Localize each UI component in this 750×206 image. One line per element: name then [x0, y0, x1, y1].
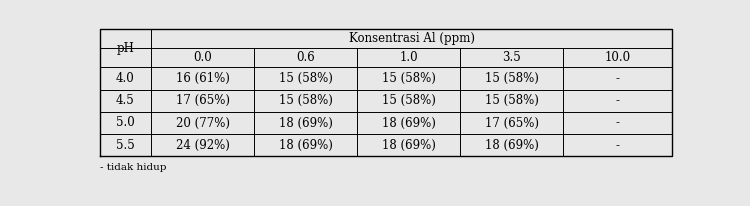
Text: 15 (58%): 15 (58%)	[279, 94, 332, 107]
Text: -: -	[616, 139, 620, 152]
Text: 18 (69%): 18 (69%)	[382, 116, 436, 130]
Text: 15 (58%): 15 (58%)	[484, 94, 538, 107]
Text: 17 (65%): 17 (65%)	[484, 116, 538, 130]
Text: 15 (58%): 15 (58%)	[382, 72, 436, 85]
Text: 4.5: 4.5	[116, 94, 135, 107]
Text: -: -	[616, 116, 620, 130]
Text: - tidak hidup: - tidak hidup	[100, 163, 166, 172]
Text: 16 (61%): 16 (61%)	[176, 72, 230, 85]
Text: 24 (92%): 24 (92%)	[176, 139, 230, 152]
Text: 5.5: 5.5	[116, 139, 135, 152]
Text: 0.0: 0.0	[194, 51, 212, 64]
Text: 3.5: 3.5	[503, 51, 521, 64]
Text: 18 (69%): 18 (69%)	[279, 116, 332, 130]
Text: 10.0: 10.0	[604, 51, 631, 64]
Text: Konsentrasi Al (ppm): Konsentrasi Al (ppm)	[349, 32, 475, 46]
Text: 1.0: 1.0	[400, 51, 418, 64]
Text: 17 (65%): 17 (65%)	[176, 94, 230, 107]
Text: 18 (69%): 18 (69%)	[382, 139, 436, 152]
Text: 20 (77%): 20 (77%)	[176, 116, 230, 130]
Text: 15 (58%): 15 (58%)	[382, 94, 436, 107]
Text: 5.0: 5.0	[116, 116, 135, 130]
Text: 18 (69%): 18 (69%)	[279, 139, 332, 152]
Text: -: -	[616, 72, 620, 85]
Text: 18 (69%): 18 (69%)	[484, 139, 538, 152]
Text: 4.0: 4.0	[116, 72, 135, 85]
Text: -: -	[616, 94, 620, 107]
Text: pH: pH	[116, 42, 134, 55]
Text: 0.6: 0.6	[296, 51, 315, 64]
Text: 15 (58%): 15 (58%)	[484, 72, 538, 85]
Text: 15 (58%): 15 (58%)	[279, 72, 332, 85]
